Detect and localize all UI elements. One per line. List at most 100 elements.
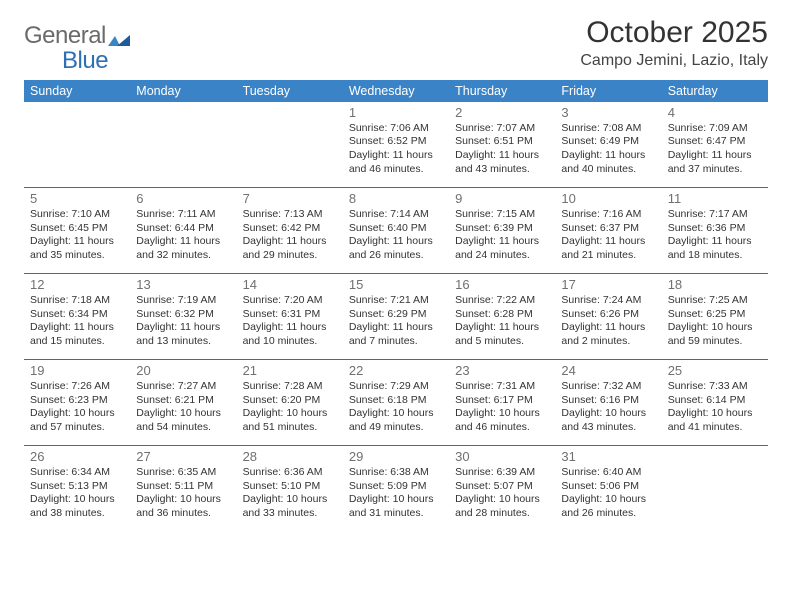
sunset-text: Sunset: 6:36 PM (668, 222, 762, 236)
sunset-text: Sunset: 5:13 PM (30, 480, 124, 494)
calendar-cell: 17 Sunrise: 7:24 AMSunset: 6:26 PMDayligh… (555, 274, 661, 360)
calendar-cell: 31Sunrise: 6:40 AMSunset: 5:06 PMDayligh… (555, 446, 661, 532)
sunrise-text: Sunrise: 7:08 AM (561, 122, 655, 136)
calendar-row: 1Sunrise: 7:06 AMSunset: 6:52 PMDaylight… (24, 102, 768, 188)
calendar-cell (130, 102, 236, 188)
calendar-cell: 5Sunrise: 7:10 AMSunset: 6:45 PMDaylight… (24, 188, 130, 274)
day-number: 31 (561, 449, 655, 464)
daylight-text: Daylight: 10 hours and 36 minutes. (136, 493, 230, 520)
day-number: 24 (561, 363, 655, 378)
sunset-text: Sunset: 6:42 PM (243, 222, 337, 236)
weekday-header: Sunday (24, 80, 130, 102)
calendar-cell (237, 102, 343, 188)
sunrise-text: Sunrise: 7:26 AM (30, 380, 124, 394)
day-info: Sunrise: 7:29 AMSunset: 6:18 PMDaylight:… (349, 380, 443, 435)
day-number: 25 (668, 363, 762, 378)
day-info: Sunrise: 7:25 AMSunset: 6:25 PMDaylight:… (668, 294, 762, 349)
daylight-text: Daylight: 11 hours and 7 minutes. (349, 321, 443, 348)
calendar-head: SundayMondayTuesdayWednesdayThursdayFrid… (24, 80, 768, 102)
calendar-cell: 4Sunrise: 7:09 AMSunset: 6:47 PMDaylight… (662, 102, 768, 188)
sunrise-text: Sunrise: 6:38 AM (349, 466, 443, 480)
daylight-text: Daylight: 10 hours and 49 minutes. (349, 407, 443, 434)
calendar-row: 12Sunrise: 7:18 AMSunset: 6:34 PMDayligh… (24, 274, 768, 360)
sunset-text: Sunset: 6:18 PM (349, 394, 443, 408)
sunrise-text: Sunrise: 6:39 AM (455, 466, 549, 480)
day-info: Sunrise: 7:18 AMSunset: 6:34 PMDaylight:… (30, 294, 124, 349)
day-number: 13 (136, 277, 230, 292)
sunset-text: Sunset: 6:31 PM (243, 308, 337, 322)
weekday-header: Saturday (662, 80, 768, 102)
daylight-text: Daylight: 11 hours and 13 minutes. (136, 321, 230, 348)
daylight-text: Daylight: 11 hours and 40 minutes. (561, 149, 655, 176)
sunrise-text: Sunrise: 7:07 AM (455, 122, 549, 136)
day-info: Sunrise: 7:24 AMSunset: 6:26 PMDaylight:… (561, 294, 655, 349)
sunset-text: Sunset: 6:51 PM (455, 135, 549, 149)
calendar-cell: 25Sunrise: 7:33 AMSunset: 6:14 PMDayligh… (662, 360, 768, 446)
daylight-text: Daylight: 10 hours and 57 minutes. (30, 407, 124, 434)
day-info: Sunrise: 7:31 AMSunset: 6:17 PMDaylight:… (455, 380, 549, 435)
sunset-text: Sunset: 6:29 PM (349, 308, 443, 322)
day-number: 27 (136, 449, 230, 464)
day-info: Sunrise: 7:07 AMSunset: 6:51 PMDaylight:… (455, 122, 549, 177)
day-info: Sunrise: 7:09 AMSunset: 6:47 PMDaylight:… (668, 122, 762, 177)
calendar-cell: 2Sunrise: 7:07 AMSunset: 6:51 PMDaylight… (449, 102, 555, 188)
daylight-text: Daylight: 11 hours and 18 minutes. (668, 235, 762, 262)
day-number: 17 (561, 277, 655, 292)
weekday-header: Monday (130, 80, 236, 102)
day-info: Sunrise: 6:35 AMSunset: 5:11 PMDaylight:… (136, 466, 230, 521)
calendar-cell: 27 Sunrise: 6:35 AMSunset: 5:11 PMDayligh… (130, 446, 236, 532)
day-number: 10 (561, 191, 655, 206)
day-info: Sunrise: 7:22 AMSunset: 6:28 PMDaylight:… (455, 294, 549, 349)
calendar-cell: 22Sunrise: 7:29 AMSunset: 6:18 PMDayligh… (343, 360, 449, 446)
sunrise-text: Sunrise: 7:29 AM (349, 380, 443, 394)
day-number: 16 (455, 277, 549, 292)
day-info: Sunrise: 7:26 AMSunset: 6:23 PMDaylight:… (30, 380, 124, 435)
month-title: October 2025 (580, 16, 768, 50)
sunset-text: Sunset: 6:28 PM (455, 308, 549, 322)
daylight-text: Daylight: 11 hours and 46 minutes. (349, 149, 443, 176)
day-number: 23 (455, 363, 549, 378)
daylight-text: Daylight: 11 hours and 21 minutes. (561, 235, 655, 262)
daylight-text: Daylight: 11 hours and 10 minutes. (243, 321, 337, 348)
sunrise-text: Sunrise: 7:15 AM (455, 208, 549, 222)
day-number: 15 (349, 277, 443, 292)
sunrise-text: Sunrise: 7:11 AM (136, 208, 230, 222)
day-number: 30 (455, 449, 549, 464)
daylight-text: Daylight: 11 hours and 32 minutes. (136, 235, 230, 262)
day-number: 20 (136, 363, 230, 378)
title-block: October 2025 Campo Jemini, Lazio, Italy (580, 16, 768, 70)
sunrise-text: Sunrise: 7:21 AM (349, 294, 443, 308)
sunrise-text: Sunrise: 7:25 AM (668, 294, 762, 308)
calendar-cell: 24Sunrise: 7:32 AMSunset: 6:16 PMDayligh… (555, 360, 661, 446)
daylight-text: Daylight: 10 hours and 51 minutes. (243, 407, 337, 434)
day-info: Sunrise: 7:14 AMSunset: 6:40 PMDaylight:… (349, 208, 443, 263)
sunrise-text: Sunrise: 7:06 AM (349, 122, 443, 136)
sunset-text: Sunset: 6:47 PM (668, 135, 762, 149)
sunset-text: Sunset: 6:20 PM (243, 394, 337, 408)
logo-icon (108, 30, 130, 46)
daylight-text: Daylight: 10 hours and 28 minutes. (455, 493, 549, 520)
day-number: 6 (136, 191, 230, 206)
day-info: Sunrise: 7:10 AMSunset: 6:45 PMDaylight:… (30, 208, 124, 263)
calendar-cell: 9Sunrise: 7:15 AMSunset: 6:39 PMDaylight… (449, 188, 555, 274)
calendar-cell: 18Sunrise: 7:25 AMSunset: 6:25 PMDayligh… (662, 274, 768, 360)
sunset-text: Sunset: 5:10 PM (243, 480, 337, 494)
sunset-text: Sunset: 5:07 PM (455, 480, 549, 494)
calendar-cell: 7Sunrise: 7:13 AMSunset: 6:42 PMDaylight… (237, 188, 343, 274)
sunset-text: Sunset: 5:09 PM (349, 480, 443, 494)
day-info: Sunrise: 7:20 AMSunset: 6:31 PMDaylight:… (243, 294, 337, 349)
calendar-cell: 10 Sunrise: 7:16 AMSunset: 6:37 PMDayligh… (555, 188, 661, 274)
day-info: Sunrise: 7:06 AMSunset: 6:52 PMDaylight:… (349, 122, 443, 177)
calendar-row: 26Sunrise: 6:34 AMSunset: 5:13 PMDayligh… (24, 446, 768, 532)
daylight-text: Daylight: 11 hours and 35 minutes. (30, 235, 124, 262)
logo-word1: General (24, 22, 106, 50)
daylight-text: Daylight: 11 hours and 43 minutes. (455, 149, 549, 176)
sunrise-text: Sunrise: 6:36 AM (243, 466, 337, 480)
weekday-header: Thursday (449, 80, 555, 102)
daylight-text: Daylight: 10 hours and 54 minutes. (136, 407, 230, 434)
sunrise-text: Sunrise: 7:20 AM (243, 294, 337, 308)
calendar-cell: 29Sunrise: 6:38 AMSunset: 5:09 PMDayligh… (343, 446, 449, 532)
sunset-text: Sunset: 6:23 PM (30, 394, 124, 408)
calendar-cell: 20Sunrise: 7:27 AMSunset: 6:21 PMDayligh… (130, 360, 236, 446)
day-info: Sunrise: 7:16 AMSunset: 6:37 PMDaylight:… (561, 208, 655, 263)
